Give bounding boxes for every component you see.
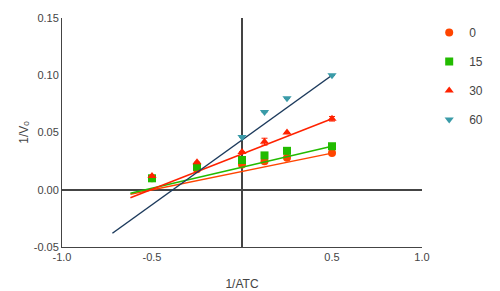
svg-text:0.15: 0.15 bbox=[37, 12, 58, 24]
svg-text:-0.05: -0.05 bbox=[34, 241, 59, 253]
svg-text:0.5: 0.5 bbox=[324, 251, 339, 263]
svg-text:-1.0: -1.0 bbox=[53, 251, 72, 263]
svg-text:1.0: 1.0 bbox=[414, 251, 429, 263]
svg-text:30: 30 bbox=[469, 84, 483, 98]
svg-text:0.00: 0.00 bbox=[37, 184, 58, 196]
svg-text:0.10: 0.10 bbox=[37, 69, 58, 81]
svg-text:15: 15 bbox=[469, 55, 483, 69]
svg-text:1/Vₒ: 1/Vₒ bbox=[17, 121, 31, 144]
svg-text:1/ATC: 1/ATC bbox=[225, 277, 258, 291]
svg-text:-0.5: -0.5 bbox=[143, 251, 162, 263]
svg-text:0.05: 0.05 bbox=[37, 126, 58, 138]
svg-text:60: 60 bbox=[469, 113, 483, 127]
svg-text:0: 0 bbox=[469, 26, 476, 40]
